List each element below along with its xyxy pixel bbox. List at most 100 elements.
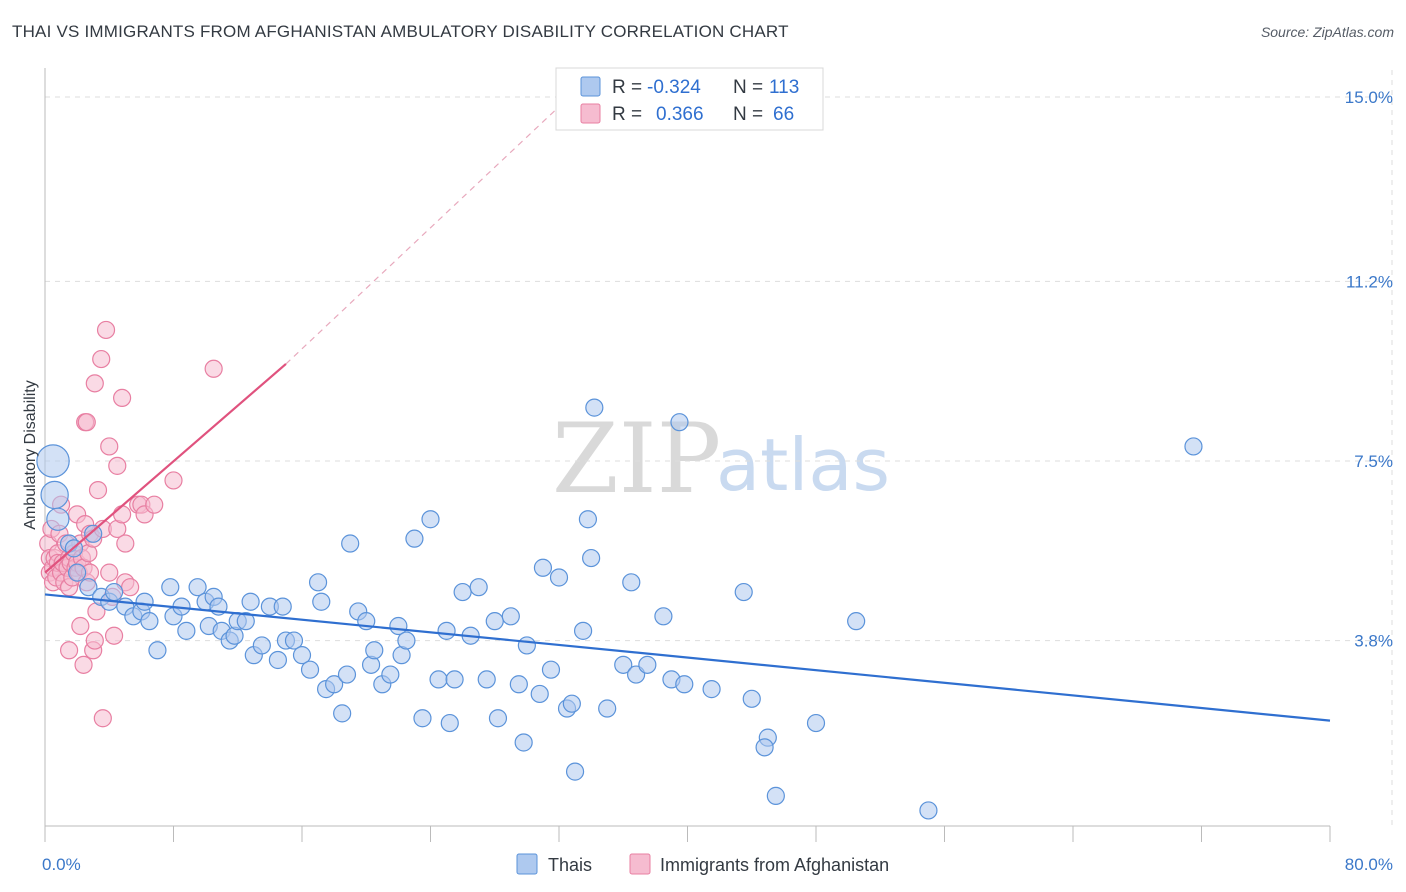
thai-point	[654, 607, 673, 626]
thai-point	[421, 510, 440, 529]
thai-point	[437, 621, 456, 640]
thai-point	[333, 704, 352, 723]
thai-point	[530, 684, 549, 704]
afghanistan-point	[71, 616, 90, 636]
afghanistan-point	[85, 631, 104, 650]
thai-point	[533, 558, 553, 577]
thai-point	[562, 694, 581, 713]
legend-swatch-afg	[580, 103, 601, 124]
thai-point	[477, 670, 496, 689]
thai-point	[582, 548, 601, 568]
thai-point	[161, 578, 180, 597]
afghanistan-point	[74, 655, 93, 674]
thai-point	[405, 529, 424, 548]
thai-point	[488, 709, 508, 728]
afghanistan-point	[77, 413, 96, 432]
stats-legend: R = -0.324 N = 113 R = 0.366 N = 66	[555, 67, 824, 131]
afghanistan-point	[145, 495, 164, 514]
thai-point	[766, 786, 785, 805]
afghanistan-point	[96, 320, 116, 340]
thai-point	[300, 660, 320, 679]
watermark-atlas: atlas	[716, 423, 890, 507]
thai-point	[440, 713, 459, 733]
thai-trend-line	[44, 593, 1331, 722]
legend-r-value-1: -0.324	[647, 77, 701, 98]
thai-point	[308, 573, 328, 592]
afghanistan-point	[112, 388, 132, 408]
thai-point	[445, 670, 464, 689]
afghanistan-point	[121, 578, 140, 597]
thai-point	[847, 612, 866, 631]
legend-n-value-1: 113	[769, 77, 799, 98]
thai-point	[46, 507, 70, 531]
thai-point	[919, 801, 938, 820]
trend-lines	[44, 106, 1331, 722]
y-tick-label: 7.5%	[1354, 452, 1393, 471]
thai-point	[177, 621, 196, 640]
thai-point	[268, 650, 288, 670]
thai-point	[806, 713, 826, 733]
thai-point	[36, 444, 70, 478]
afghanistan-point	[104, 626, 124, 645]
legend-r-label-2: R =	[612, 104, 642, 125]
afghanistan-point	[100, 437, 119, 456]
legend-n-label-2: N =	[733, 104, 763, 125]
thai-point	[148, 641, 167, 660]
thai-point	[755, 738, 774, 757]
x-tick-label-max: 80.0%	[1345, 855, 1393, 874]
thai-point	[337, 665, 357, 684]
bottom-legend-swatch-afg	[629, 853, 651, 875]
thai-point	[453, 582, 472, 602]
thai-point	[514, 733, 533, 752]
legend-swatch-thai	[580, 76, 601, 97]
thai-point	[140, 612, 159, 631]
afghanistan-trend-line	[44, 363, 287, 574]
thai-point	[573, 621, 593, 640]
thai-point	[284, 631, 304, 650]
afghanistan-point	[116, 534, 135, 553]
thai-point	[501, 607, 520, 626]
thai-point	[104, 582, 124, 602]
thai-point	[252, 636, 271, 655]
thai-point	[312, 592, 331, 611]
legend-n-value-2: 66	[773, 104, 794, 125]
afghanistan-point	[108, 456, 127, 475]
source-label: Source: ZipAtlas.com	[1260, 24, 1394, 40]
legend-r-label-1: R =	[612, 77, 642, 98]
thai-point	[292, 646, 312, 665]
legend-n-label-1: N =	[733, 77, 763, 98]
thai-point	[670, 413, 689, 432]
thai-point	[341, 534, 360, 553]
thai-point	[622, 573, 641, 592]
afghanistan-point	[112, 505, 132, 524]
thai-point	[742, 689, 761, 708]
thai-point	[236, 612, 255, 631]
y-tick-label: 11.2%	[1346, 272, 1393, 291]
thai-point	[188, 578, 207, 597]
thai-point	[598, 699, 617, 718]
thai-point	[509, 675, 528, 694]
thai-point	[381, 665, 400, 684]
thai-point	[325, 675, 344, 694]
thai-point	[429, 670, 448, 689]
thai-point	[79, 578, 98, 597]
thai-point	[734, 582, 753, 602]
afghanistan-point	[164, 471, 183, 490]
thai-point	[549, 568, 569, 587]
thai-point	[1184, 437, 1203, 456]
thai-point	[585, 398, 604, 417]
series-legend: Thais Immigrants from Afghanistan	[516, 853, 889, 875]
bottom-legend-afg: Immigrants from Afghanistan	[660, 855, 889, 875]
afghanistan-point	[92, 349, 111, 369]
afghanistan-points	[39, 320, 223, 728]
thai-point	[365, 641, 384, 660]
bottom-legend-thai: Thais	[548, 855, 592, 875]
thai-point	[273, 597, 292, 616]
afghanistan-point	[85, 374, 104, 393]
thai-point	[565, 762, 585, 781]
afghanistan-point	[93, 709, 112, 728]
afghanistan-point	[59, 641, 79, 660]
thai-point	[241, 592, 260, 611]
thai-point	[485, 612, 504, 631]
